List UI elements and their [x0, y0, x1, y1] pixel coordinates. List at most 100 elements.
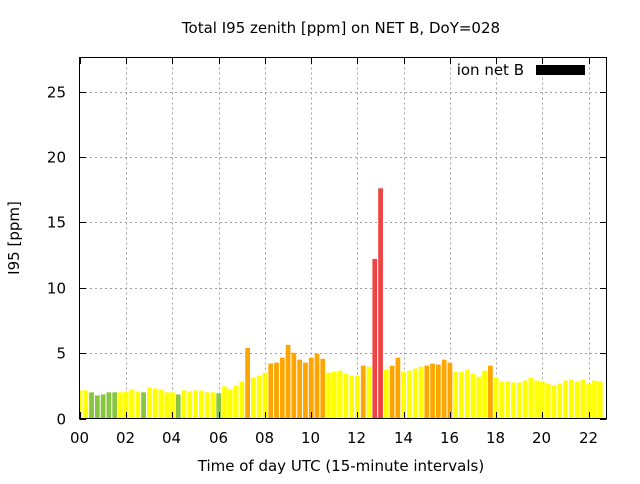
bar [407, 370, 412, 419]
chart-title: Total I95 zenith [ppm] on NET B, DoY=028 [181, 19, 500, 37]
bar [476, 376, 482, 419]
bar [210, 392, 216, 419]
x-tick-label: 04 [162, 429, 181, 447]
bar [505, 381, 511, 419]
bar [199, 390, 204, 419]
bar [464, 369, 470, 419]
bar [204, 392, 210, 419]
bar [528, 377, 534, 419]
bar [493, 377, 499, 419]
bar [331, 371, 337, 419]
bar [418, 366, 424, 419]
x-tick-label: 12 [347, 429, 366, 447]
bar [314, 353, 320, 419]
bar [187, 391, 193, 419]
bar [401, 371, 407, 419]
bar [568, 379, 574, 419]
y-tick-label: 5 [56, 345, 66, 363]
bar [470, 373, 476, 419]
bar [372, 258, 378, 419]
y-tick-label: 0 [56, 411, 66, 429]
bar [349, 375, 355, 419]
bar [574, 381, 580, 419]
bar [118, 392, 123, 419]
bar [123, 391, 129, 419]
y-tick-label: 15 [47, 214, 66, 232]
bar [216, 393, 222, 419]
bar [412, 368, 418, 419]
bar [453, 371, 459, 419]
bar [592, 380, 597, 419]
bar [551, 385, 557, 419]
x-tick-label: 16 [440, 429, 459, 447]
bar [563, 380, 568, 419]
x-tick-label: 08 [255, 429, 274, 447]
plot-frame [79, 57, 607, 419]
y-tick-label: 10 [47, 280, 66, 298]
bar [383, 369, 389, 419]
x-tick-label: 06 [209, 429, 228, 447]
bar [158, 389, 164, 419]
bar [516, 382, 522, 419]
bar [337, 370, 343, 419]
bar [366, 366, 372, 419]
bar [395, 357, 401, 419]
bar [355, 375, 360, 419]
bar [308, 357, 314, 419]
bar [256, 375, 262, 419]
grid [80, 57, 606, 419]
bar [268, 363, 274, 419]
bar [279, 357, 285, 419]
bar [580, 379, 586, 419]
bar [135, 391, 141, 419]
y-tick-label: 20 [47, 149, 66, 167]
bar [245, 347, 250, 419]
bar [320, 358, 326, 419]
bars [80, 188, 603, 419]
bar [303, 362, 308, 419]
bar [89, 392, 94, 419]
bar [522, 380, 528, 419]
legend-label: ion net B [457, 61, 524, 79]
bar [482, 370, 487, 419]
y-axis-label: I95 [ppm] [5, 201, 23, 275]
bar [164, 392, 170, 419]
bar [285, 344, 291, 419]
x-tick-label: 18 [486, 429, 505, 447]
bar [181, 390, 187, 419]
bar [193, 390, 198, 419]
bar [141, 392, 146, 419]
bar [378, 188, 383, 419]
bar [251, 377, 256, 419]
bar [326, 372, 331, 419]
x-tick-label: 10 [301, 429, 320, 447]
bar [239, 381, 245, 419]
legend: ion net B [457, 61, 585, 79]
bar [557, 383, 563, 419]
bar [511, 382, 516, 419]
bar [488, 365, 493, 419]
bar [297, 359, 303, 419]
x-tick-label: 14 [394, 429, 413, 447]
legend-swatch [536, 65, 585, 75]
x-tick-label: 22 [579, 429, 598, 447]
bar [499, 381, 505, 419]
bar [175, 394, 181, 419]
bar [534, 380, 540, 419]
bar [227, 389, 233, 419]
bar [447, 362, 453, 419]
bar [430, 363, 435, 419]
y-tick-label: 25 [47, 84, 66, 102]
bar [586, 383, 592, 419]
bar [424, 365, 430, 419]
bar [94, 395, 100, 419]
bar [389, 365, 395, 419]
bar [222, 386, 227, 419]
x-axis-label: Time of day UTC (15-minute intervals) [197, 457, 484, 475]
bar [80, 390, 83, 419]
x-tick-label: 20 [532, 429, 551, 447]
bar [262, 372, 268, 419]
bar [100, 394, 106, 419]
bar [360, 365, 366, 419]
